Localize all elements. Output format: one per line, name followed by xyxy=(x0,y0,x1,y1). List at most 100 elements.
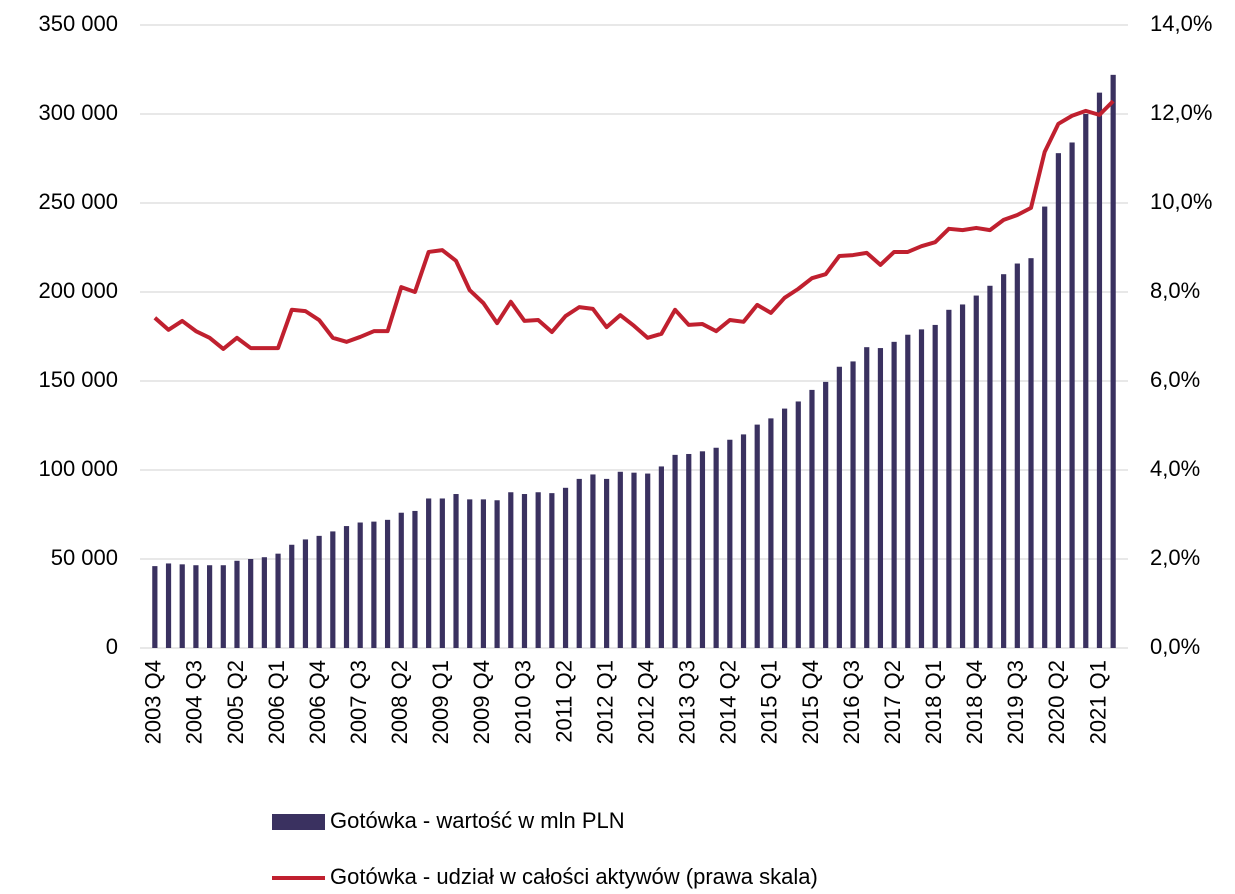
x-tick-label: 2009 Q1 xyxy=(428,660,453,744)
bar xyxy=(508,492,514,648)
bar xyxy=(371,521,377,648)
bar xyxy=(439,498,445,648)
bar xyxy=(1042,206,1048,648)
bar xyxy=(905,334,911,648)
y2-tick-label: 6,0% xyxy=(1150,367,1200,392)
x-tick-label: 2011 Q2 xyxy=(551,660,576,743)
y-tick-label: 300 000 xyxy=(38,100,118,125)
bar xyxy=(686,453,692,648)
y-tick-label: 50 000 xyxy=(51,545,118,570)
bar xyxy=(658,466,664,648)
bar xyxy=(234,560,240,648)
y2-tick-label: 10,0% xyxy=(1150,189,1212,214)
bar xyxy=(261,557,267,648)
x-tick-label: 2006 Q1 xyxy=(264,660,289,744)
x-tick-label: 2018 Q1 xyxy=(921,660,946,744)
bar xyxy=(617,471,623,648)
x-tick-label: 2003 Q4 xyxy=(141,660,166,744)
bar xyxy=(1069,142,1075,649)
bar xyxy=(672,454,678,648)
bar xyxy=(713,447,719,648)
bar xyxy=(289,544,295,648)
bar xyxy=(330,531,336,648)
bar xyxy=(727,439,733,648)
x-tick-label: 2009 Q4 xyxy=(469,660,494,744)
bar xyxy=(1083,114,1089,648)
legend-swatch xyxy=(272,814,325,830)
line xyxy=(153,99,1115,351)
bar xyxy=(220,565,226,648)
bar xyxy=(426,498,432,648)
bar xyxy=(740,434,747,648)
bar xyxy=(973,295,979,648)
y2-tick-label: 2,0% xyxy=(1150,545,1200,570)
bar xyxy=(453,494,459,648)
bar xyxy=(891,341,897,648)
x-tick-label: 2006 Q4 xyxy=(305,660,330,744)
x-tick-label: 2008 Q2 xyxy=(387,660,412,744)
bar xyxy=(631,472,637,648)
bar xyxy=(562,487,569,648)
legend-label: Gotówka - wartość w mln PLN xyxy=(330,808,625,833)
bar xyxy=(823,381,829,648)
bar xyxy=(494,500,500,648)
x-tick-label: 2015 Q4 xyxy=(798,660,823,744)
x-tick-label: 2019 Q3 xyxy=(1003,660,1028,744)
bar xyxy=(412,510,418,648)
bar xyxy=(302,539,309,648)
bar xyxy=(699,451,706,648)
y2-tick-label: 12,0% xyxy=(1150,100,1212,125)
bar xyxy=(754,424,760,648)
bar xyxy=(384,519,391,648)
x-tick-label: 2012 Q1 xyxy=(592,660,617,744)
x-tick-label: 2018 Q4 xyxy=(962,660,987,744)
bar xyxy=(918,329,925,648)
legend-label: Gotówka - udział w całości aktywów (praw… xyxy=(330,864,818,889)
x-tick-label: 2016 Q3 xyxy=(839,660,864,744)
y2-tick-label: 8,0% xyxy=(1150,278,1200,303)
bar xyxy=(1001,274,1007,648)
x-tick-label: 2021 Q1 xyxy=(1085,660,1110,744)
bar xyxy=(809,389,815,648)
bar xyxy=(1028,258,1034,648)
bar xyxy=(535,492,541,648)
bar xyxy=(549,493,555,648)
bar xyxy=(932,324,938,648)
bar xyxy=(179,564,185,648)
y-tick-label: 150 000 xyxy=(38,367,118,392)
bar xyxy=(836,366,842,648)
bar xyxy=(207,565,213,648)
y-tick-label: 100 000 xyxy=(38,456,118,481)
y2-tick-label: 4,0% xyxy=(1150,456,1200,481)
x-tick-label: 2013 Q3 xyxy=(675,660,700,744)
bar xyxy=(645,473,651,648)
x-tick-label: 2015 Q1 xyxy=(757,660,782,744)
bar xyxy=(316,535,322,648)
x-tick-label: 2014 Q2 xyxy=(716,660,741,744)
bar xyxy=(480,499,487,648)
bar xyxy=(959,304,966,648)
bar xyxy=(1110,74,1116,649)
bar xyxy=(604,478,610,648)
y2-tick-label: 0,0% xyxy=(1150,634,1200,659)
bar xyxy=(398,512,404,648)
bar xyxy=(590,474,596,648)
bar xyxy=(193,565,199,648)
bar xyxy=(576,478,582,648)
y-tick-label: 350 000 xyxy=(38,11,118,36)
x-tick-label: 2005 Q2 xyxy=(223,660,248,744)
bar xyxy=(248,559,254,648)
y-tick-label: 200 000 xyxy=(38,278,118,303)
bar xyxy=(864,347,870,648)
y-tick-label: 250 000 xyxy=(38,189,118,214)
y2-tick-label: 14,0% xyxy=(1150,11,1212,36)
x-tick-label: 2020 Q2 xyxy=(1044,660,1069,744)
x-tick-label: 2017 Q2 xyxy=(880,660,905,744)
x-tick-label: 2007 Q3 xyxy=(346,660,371,744)
bar xyxy=(946,309,952,648)
bar xyxy=(343,526,350,648)
bar xyxy=(1055,153,1061,648)
x-tick-label: 2004 Q3 xyxy=(182,660,207,744)
x-tick-label: 2010 Q3 xyxy=(510,660,535,744)
